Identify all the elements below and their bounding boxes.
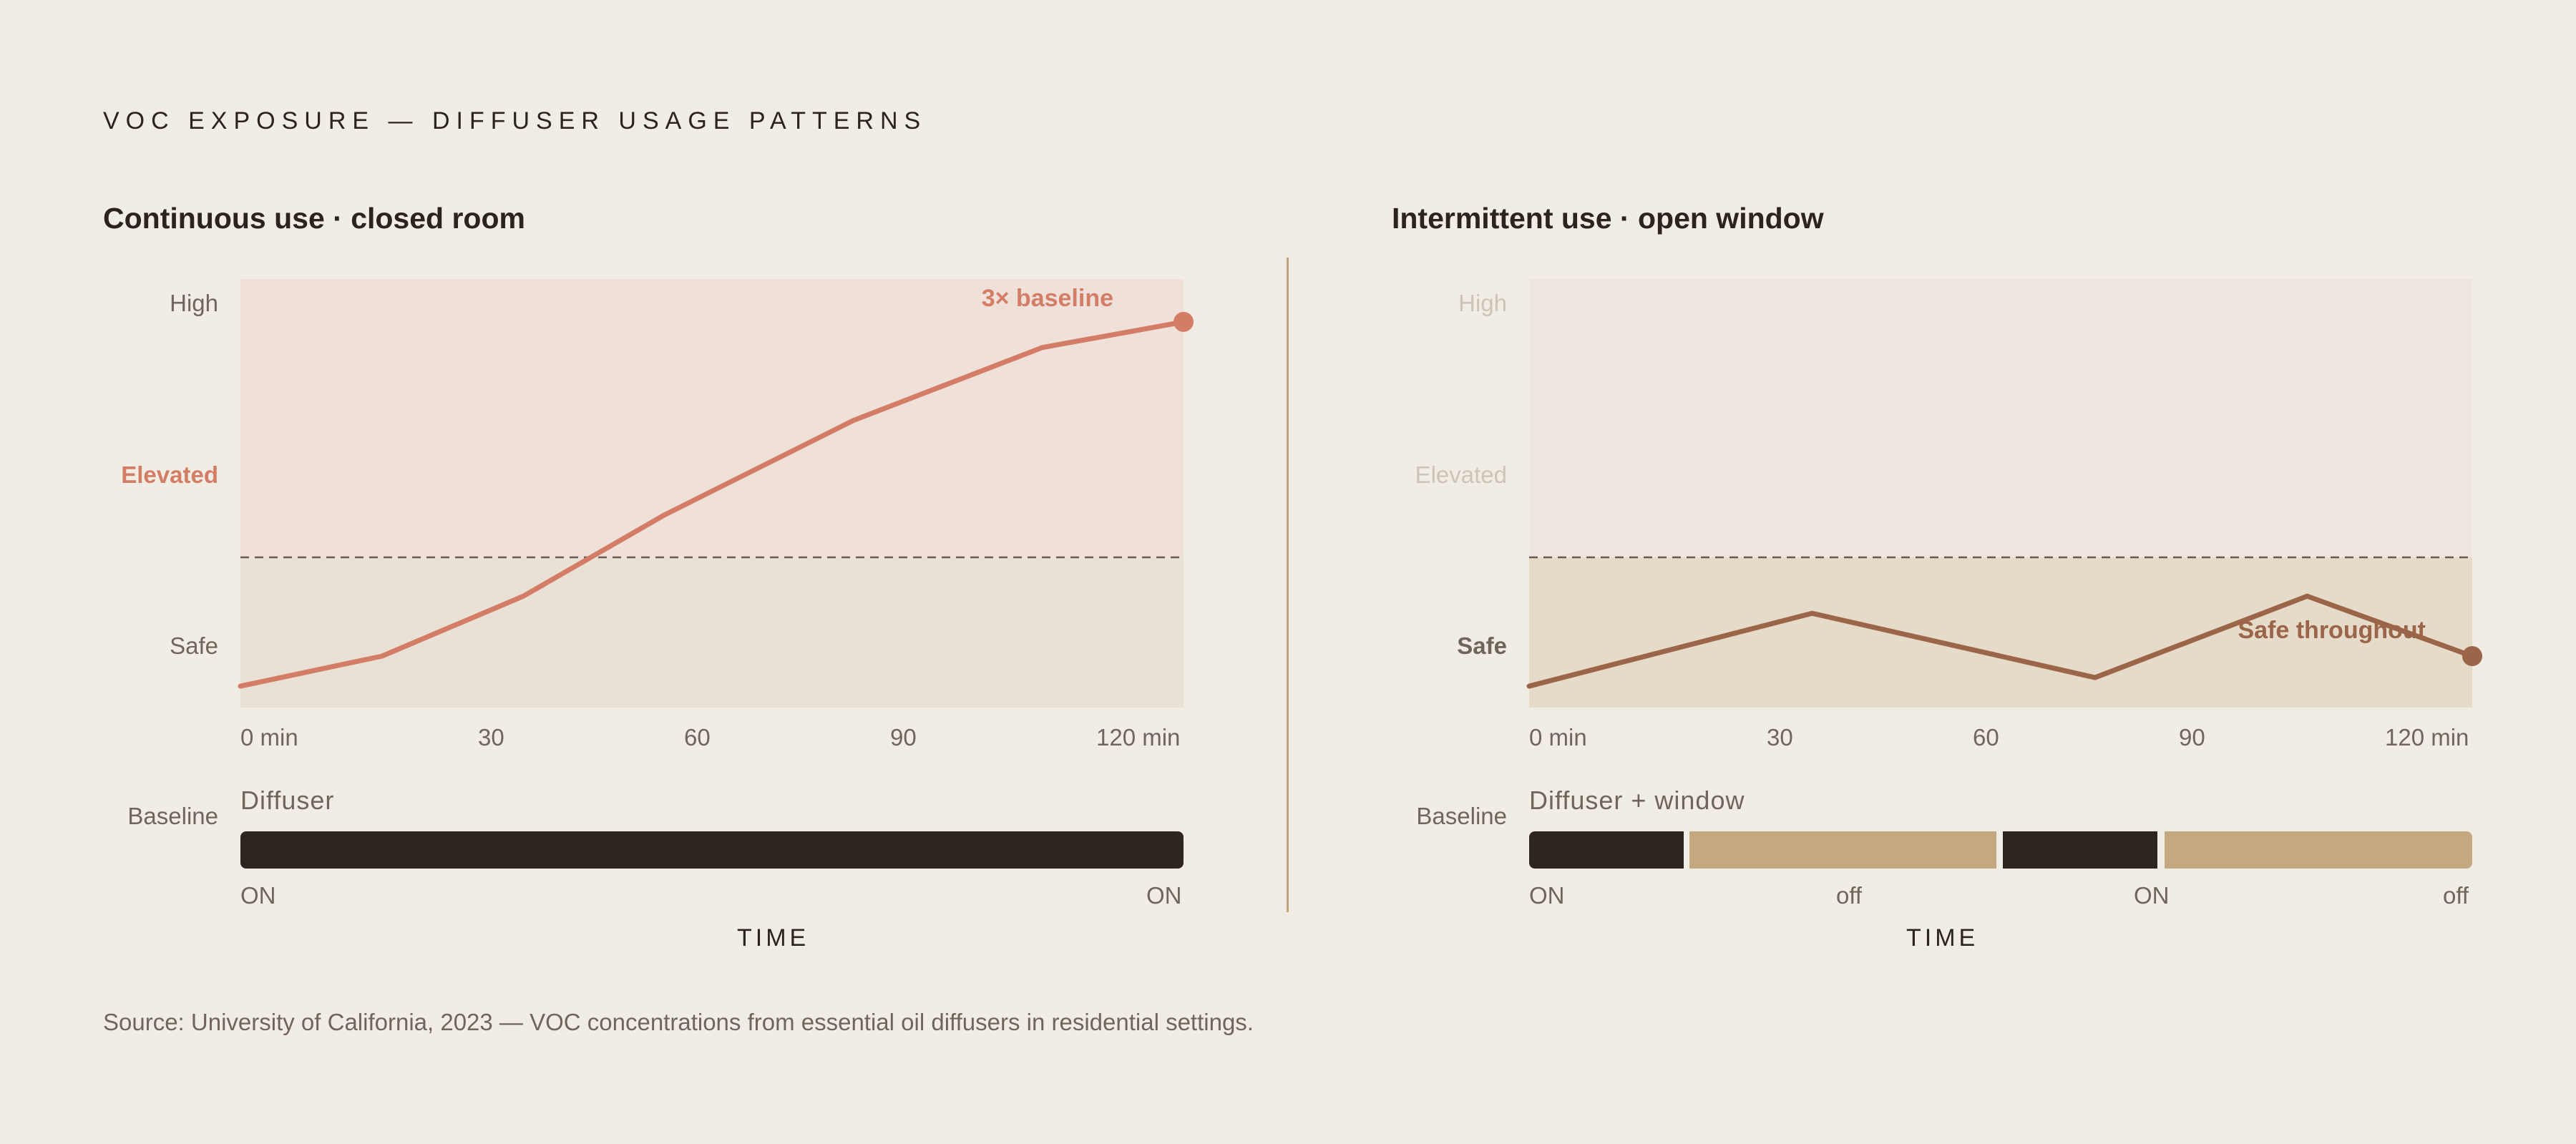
x-tick-0: 0 min xyxy=(1529,724,1587,751)
panel-continuous: Continuous use · closed room High Elevat… xyxy=(103,202,1194,952)
y-level-elevated: Elevated xyxy=(121,461,218,488)
line-plot-continuous: 3× baseline xyxy=(238,285,1194,689)
x-tick-30: 30 xyxy=(1767,724,1793,751)
series-line xyxy=(1526,593,2475,689)
safe-zone xyxy=(240,557,1184,708)
x-tick-0: 0 min xyxy=(240,724,298,751)
source-note: Source: University of California, 2023 —… xyxy=(103,1009,1254,1035)
x-tick-90: 90 xyxy=(890,724,917,751)
diffuser-on-segment xyxy=(240,831,1184,869)
panel-title: Continuous use · closed room xyxy=(103,202,525,235)
state-label-on: ON xyxy=(1529,882,1565,909)
diffuser-label: Diffuser + window xyxy=(1529,786,1745,815)
state-label-end: ON xyxy=(1146,882,1182,909)
elevated-zone xyxy=(240,279,1184,557)
diffuser-on-segment xyxy=(2003,831,2157,869)
x-axis-title: TIME xyxy=(1906,924,1979,952)
series-line xyxy=(238,319,1186,689)
x-tick-30: 30 xyxy=(478,724,504,751)
chart-supertitle: VOC EXPOSURE — DIFFUSER USAGE PATTERNS xyxy=(103,107,927,135)
x-tick-120: 120 min xyxy=(1096,724,1181,751)
x-tick-120: 120 min xyxy=(2385,724,2469,751)
line-annotation: Safe throughout xyxy=(2238,617,2426,644)
x-tick-90: 90 xyxy=(2179,724,2205,751)
y-level-elevated: Elevated xyxy=(1415,461,1507,488)
state-label-off: off xyxy=(2443,882,2469,909)
line-plot-intermittent: Safe throughout xyxy=(1526,556,2482,689)
y-level-safe: Safe xyxy=(1457,632,1507,659)
x-tick-60: 60 xyxy=(1973,724,1999,751)
panel-intermittent: Intermittent use · open window High Elev… xyxy=(1288,0,2576,1144)
state-label-start: ON xyxy=(240,882,276,909)
panel-title: Intermittent use · open window xyxy=(1392,202,1824,235)
diffuser-on-segment xyxy=(1529,831,1684,869)
y-level-high: High xyxy=(1458,290,1507,316)
y-level-safe: Safe xyxy=(170,632,218,659)
diffuser-off-segment xyxy=(2165,831,2472,869)
diffuser-off-segment xyxy=(1689,831,1996,869)
panel-divider xyxy=(1287,258,1289,912)
endpoint-marker xyxy=(1174,311,1194,332)
line-annotation: 3× baseline xyxy=(982,285,1113,312)
baseline-label: Baseline xyxy=(1416,803,1507,829)
diffuser-label: Diffuser xyxy=(240,786,335,815)
state-label-off: off xyxy=(1836,882,1863,909)
x-axis-title: TIME xyxy=(737,924,810,952)
state-label-on: ON xyxy=(2134,882,2170,909)
elevated-zone xyxy=(1529,279,2472,557)
y-level-high: High xyxy=(170,290,218,316)
baseline-label: Baseline xyxy=(127,803,218,829)
endpoint-marker xyxy=(2462,646,2482,667)
safe-zone xyxy=(1529,557,2472,708)
x-tick-60: 60 xyxy=(684,724,711,751)
